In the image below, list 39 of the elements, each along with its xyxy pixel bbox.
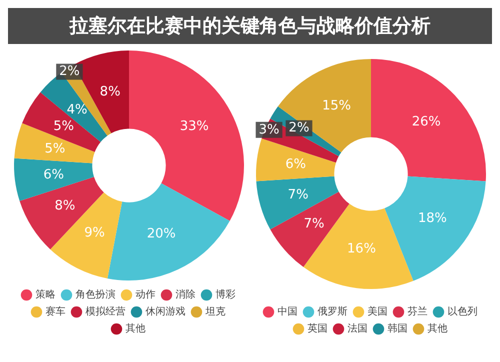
chart-title: 拉塞尔在比赛中的关键角色与战略价值分析 [8,8,492,44]
data-label: 20% [146,226,176,242]
legend-label: 中国 [278,306,298,318]
legend-label: 美国 [368,306,388,318]
data-label: 7% [288,188,308,203]
legend-label: 策略 [36,288,56,301]
legend-label: 韩国 [388,322,408,335]
data-label: 3% [258,122,280,138]
data-label: 8% [100,84,120,100]
data-label: 6% [43,167,64,182]
data-label: 4% [66,102,88,118]
legend-label: 其他 [126,322,146,335]
legend-label: 英国 [308,322,328,335]
legend-label: 其他 [428,322,448,335]
legend-label: 消除 [176,288,196,301]
data-label: 33% [180,119,209,134]
data-label: 5% [44,141,66,156]
legend-label: 动作 [136,290,156,301]
legend-label: 角色扮演 [76,288,116,301]
data-label: 9% [84,226,105,240]
legend-label: 法国 [348,322,368,335]
data-label: 6% [285,156,306,172]
legend-label: 休闲游戏 [146,306,186,318]
data-label: 7% [304,216,324,232]
legend-label: 博彩 [216,288,236,301]
data-label: 15% [322,98,351,114]
legend-label: 芬兰 [408,306,428,318]
legend-label: 以色列 [448,306,478,318]
legend-label: 赛车 [46,306,66,318]
data-label: 18% [418,210,447,226]
legend-label: 俄罗斯 [318,306,348,318]
legend-label: 坦克 [204,306,226,318]
data-label: 5% [53,119,74,134]
data-label: 26% [412,114,441,130]
legend-label: 模拟经营 [86,306,126,318]
data-label: 8% [54,198,76,214]
data-label: 16% [347,242,376,257]
data-label: 2% [59,64,80,80]
data-label: 2% [288,120,310,136]
